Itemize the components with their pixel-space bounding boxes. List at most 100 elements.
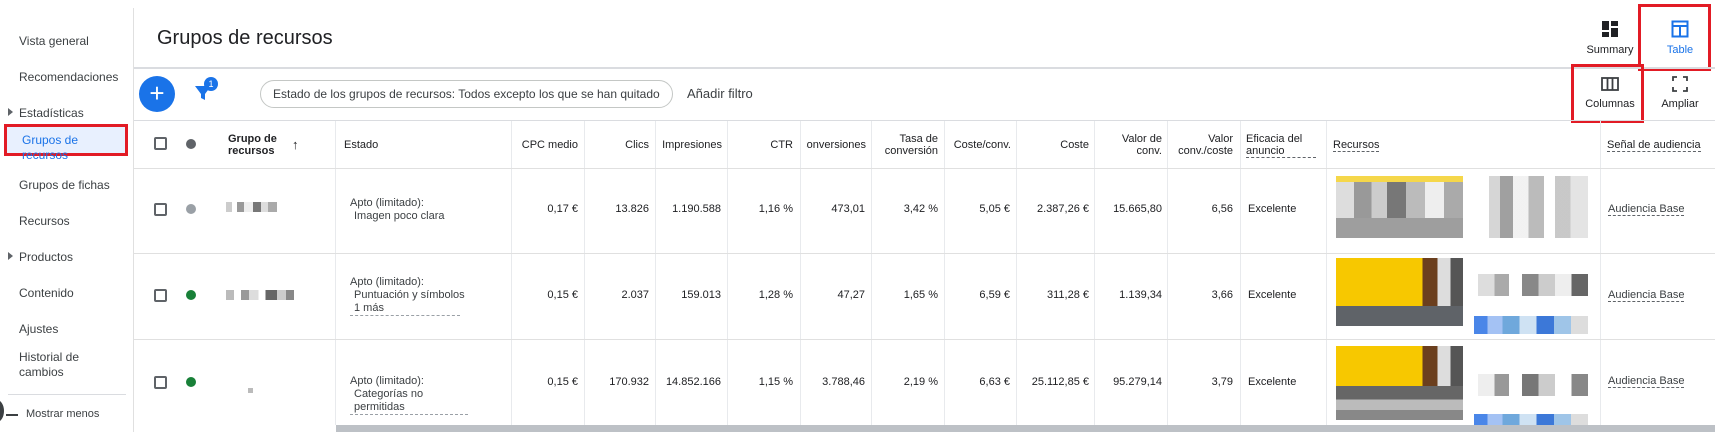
cell-conv-value: 1.139,34 — [1119, 289, 1162, 301]
table-top-border — [134, 120, 1715, 121]
cell-avg-cpc: 0,15 € — [547, 376, 578, 388]
cell-value-per-cost: 6,56 — [1211, 203, 1233, 215]
asset-thumbnail[interactable] — [1474, 414, 1588, 426]
sidebar-item-recommendations[interactable]: Recomendaciones — [0, 70, 134, 85]
cell-cost: 311,28 € — [1046, 289, 1089, 301]
header-clicks[interactable]: Clics — [625, 139, 649, 151]
audience-signal-link[interactable]: Audiencia Base — [1608, 375, 1685, 388]
header-impressions[interactable]: Impresiones — [662, 139, 722, 151]
columns-label: Columnas — [1585, 98, 1635, 110]
sidebar-item-label: Historial de cambios — [19, 350, 80, 379]
expand-button[interactable]: Ampliar — [1648, 76, 1712, 110]
header-conv-value[interactable]: Valor de conv. — [1121, 133, 1162, 157]
cell-clicks: 13.826 — [615, 203, 649, 215]
dashboard-icon — [1602, 21, 1618, 37]
sidebar-item-label: Productos — [19, 250, 74, 264]
summary-view-button[interactable]: Summary — [1578, 20, 1642, 56]
table-label: Table — [1666, 44, 1694, 56]
blurred-group-name — [226, 290, 294, 300]
sidebar-item-overview[interactable]: Vista general — [0, 34, 134, 49]
sidebar-divider — [8, 394, 126, 395]
row-checkbox[interactable] — [154, 203, 167, 216]
column-divider — [944, 121, 945, 425]
column-divider — [511, 121, 512, 425]
columns-button[interactable]: Columnas — [1578, 76, 1642, 110]
cell-ad-strength: Excelente — [1248, 203, 1297, 215]
cell-ctr: 1,28 % — [758, 289, 793, 301]
status-filter-chip[interactable]: Estado de los grupos de recursos: Todos … — [260, 80, 673, 108]
row-checkbox[interactable] — [154, 289, 167, 302]
cell-ad-strength: Excelente — [1248, 289, 1297, 301]
asset-thumbnail-strip — [1336, 218, 1463, 238]
asset-thumbnail[interactable] — [1478, 274, 1588, 296]
audience-signal-link[interactable]: Audiencia Base — [1608, 203, 1685, 216]
filter-count-badge: 1 — [204, 77, 218, 91]
header-conv-rate[interactable]: Tasa de conversión — [884, 133, 938, 157]
table-view-button[interactable]: Table — [1648, 20, 1712, 56]
audience-signal-link[interactable]: Audiencia Base — [1608, 289, 1685, 302]
cell-conv-value: 95.279,14 — [1113, 376, 1162, 388]
header-ctr[interactable]: CTR — [770, 139, 793, 151]
asset-thumbnail[interactable] — [1478, 374, 1588, 396]
show-less-button[interactable]: Mostrar menos — [0, 408, 130, 420]
sidebar-item-label: Recursos — [19, 214, 70, 228]
asset-thumbnail[interactable] — [1336, 258, 1463, 306]
sidebar-item-products[interactable]: Productos — [0, 250, 134, 265]
cell-cost: 2.387,26 € — [1037, 203, 1089, 215]
sidebar-item-change-history[interactable]: Historial de cambios — [0, 350, 110, 380]
header-cost-per-conv[interactable]: Coste/conv. — [953, 139, 1011, 151]
header-value-per-cost[interactable]: Valor conv./coste — [1178, 133, 1233, 157]
cell-conv-rate: 2,19 % — [903, 376, 938, 388]
sidebar-item-label: Recomendaciones — [19, 70, 119, 84]
fullscreen-icon — [1672, 76, 1688, 92]
status-line: Apto (limitado): — [350, 276, 424, 288]
sidebar-item-asset-groups[interactable]: Grupos de recursos — [4, 124, 128, 162]
add-button[interactable]: + — [139, 76, 175, 112]
asset-thumbnail-strip — [1336, 386, 1463, 420]
column-divider — [1600, 121, 1601, 425]
blurred-group-name — [226, 202, 286, 212]
help-bubble-icon[interactable] — [0, 400, 4, 422]
column-divider — [800, 121, 801, 425]
row-checkbox[interactable] — [154, 376, 167, 389]
cell-conv-rate: 3,42 % — [903, 203, 938, 215]
header-label: Recursos — [1333, 138, 1380, 152]
sidebar-item-label: Vista general — [19, 34, 89, 48]
sidebar-item-label: Estadísticas — [19, 106, 84, 120]
sidebar-item-label: Contenido — [19, 286, 74, 300]
header-assets[interactable]: Recursos — [1333, 122, 1453, 168]
cell-cost-per-conv: 5,05 € — [979, 203, 1010, 215]
cell-conversions: 3.788,46 — [822, 376, 865, 388]
horizontal-scrollbar[interactable] — [336, 425, 1715, 432]
sidebar-item-insights[interactable]: Estadísticas — [0, 106, 134, 121]
header-conversions[interactable]: Conversiones — [806, 139, 866, 151]
cell-cost: 25.112,85 € — [1031, 376, 1089, 388]
cell-avg-cpc: 0,17 € — [547, 203, 578, 215]
column-divider — [871, 121, 872, 425]
header-asset-group[interactable]: Grupo de recursos ↑ — [228, 122, 308, 168]
sidebar-item-label: Grupos de recursos — [22, 133, 79, 162]
header-ad-strength[interactable]: Eficacia del anuncio — [1246, 122, 1316, 168]
asset-thumbnail[interactable] — [1474, 316, 1588, 334]
sidebar-item-settings[interactable]: Ajustes — [0, 322, 134, 337]
cell-ctr: 1,16 % — [758, 203, 793, 215]
status-more-link[interactable]: 1 más — [350, 302, 460, 316]
arrow-up-icon: ↑ — [292, 137, 299, 152]
asset-thumbnail[interactable] — [1336, 346, 1463, 386]
sidebar-item-assets[interactable]: Recursos — [0, 214, 134, 229]
sidebar-item-content[interactable]: Contenido — [0, 286, 134, 301]
header-divider — [134, 67, 1715, 69]
asset-thumbnail[interactable] — [1478, 176, 1588, 238]
add-filter-button[interactable]: Añadir filtro — [687, 86, 753, 101]
header-avg-cpc[interactable]: CPC medio — [521, 139, 578, 151]
cell-conversions: 473,01 — [831, 203, 865, 215]
sidebar-item-listing-groups[interactable]: Grupos de fichas — [0, 178, 134, 193]
asset-thumbnail-strip — [1336, 306, 1463, 326]
header-status[interactable]: Estado — [344, 139, 379, 151]
header-cost[interactable]: Coste — [1060, 139, 1089, 151]
column-divider — [1240, 121, 1241, 425]
highlight-box — [1638, 4, 1711, 71]
cell-value-per-cost: 3,79 — [1211, 376, 1233, 388]
header-audience-signal[interactable]: Señal de audiencia — [1607, 122, 1715, 168]
select-all-checkbox[interactable] — [154, 137, 167, 150]
